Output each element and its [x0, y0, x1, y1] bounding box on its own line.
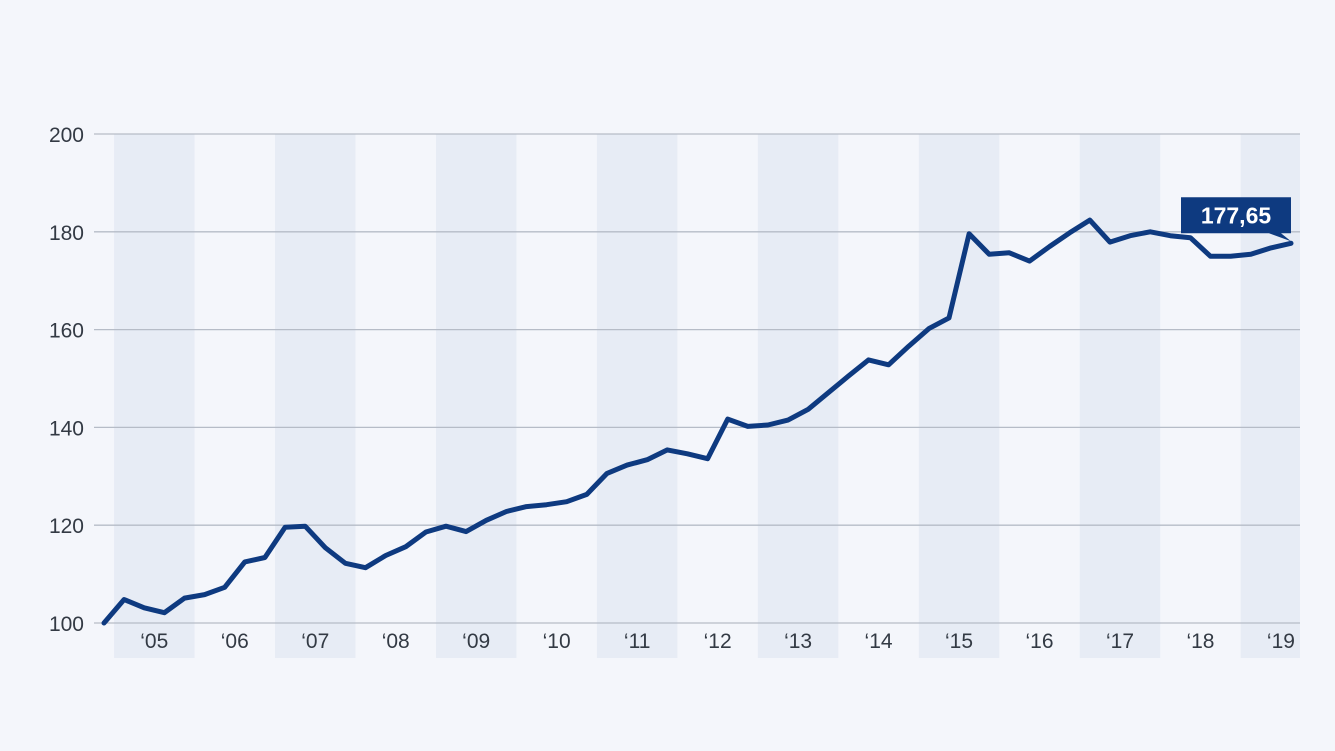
year-band [918, 134, 1000, 658]
year-band [1079, 134, 1161, 658]
x-tick-label: ‘19 [1267, 630, 1295, 653]
year-band [596, 134, 678, 658]
x-tick-label: ‘18 [1186, 630, 1214, 653]
x-axis-ticks: ‘05 ‘06 ‘07 ‘08 ‘09 ‘10 ‘11 ‘12 ‘13 ‘14 ‘15 ‘16 ‘17 ‘… [140, 630, 1295, 653]
y-tick-label: 120 [49, 515, 84, 538]
x-tick-label: ‘13 [784, 630, 812, 653]
y-tick-label: 140 [49, 417, 84, 440]
year-band [114, 134, 195, 658]
x-tick-label: ‘11 [624, 630, 650, 653]
x-tick-label: ‘06 [221, 630, 249, 653]
x-tick-label: ‘08 [382, 630, 410, 653]
series-line [101, 217, 1294, 626]
callout-box [1181, 197, 1291, 242]
x-tick-label: ‘17 [1106, 630, 1134, 653]
x-tick-label: ‘14 [865, 630, 893, 653]
year-band [435, 134, 517, 658]
gridlines [94, 133, 1300, 624]
last-value-callout: 177,65 [1181, 197, 1291, 242]
x-tick-label: ‘10 [543, 630, 571, 653]
y-tick-label: 180 [49, 222, 84, 245]
x-tick-label: ‘12 [704, 630, 732, 653]
y-tick-label: 100 [49, 613, 84, 636]
x-tick-label: ‘15 [945, 630, 973, 653]
x-tick-label: ‘09 [462, 630, 490, 653]
x-tick-label: ‘05 [140, 630, 168, 653]
last-value-label: 177,65 [1201, 202, 1272, 228]
y-tick-label: 200 [49, 124, 84, 147]
x-tick-label: ‘16 [1026, 630, 1054, 653]
x-tick-label: ‘07 [301, 630, 329, 653]
year-bands [114, 134, 1300, 658]
y-tick-label: 160 [49, 320, 84, 343]
y-axis-ticks: 100 120 140 160 180 200 [49, 124, 84, 636]
year-band [275, 134, 356, 658]
